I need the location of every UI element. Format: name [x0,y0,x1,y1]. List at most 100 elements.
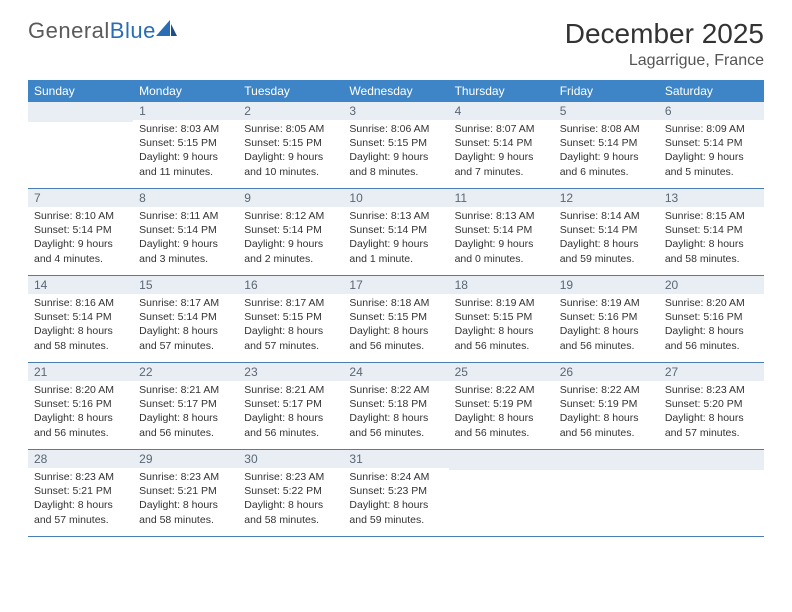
day-number: 30 [238,450,343,468]
calendar-day-cell: 19Sunrise: 8:19 AMSunset: 5:16 PMDayligh… [554,276,659,363]
calendar-day-cell: 18Sunrise: 8:19 AMSunset: 5:15 PMDayligh… [449,276,554,363]
day-details: Sunrise: 8:22 AMSunset: 5:18 PMDaylight:… [343,381,448,444]
calendar-day-cell: 5Sunrise: 8:08 AMSunset: 5:14 PMDaylight… [554,102,659,189]
calendar-day-cell: 29Sunrise: 8:23 AMSunset: 5:21 PMDayligh… [133,450,238,537]
weekday-header: Tuesday [238,80,343,102]
calendar-day-cell: 4Sunrise: 8:07 AMSunset: 5:14 PMDaylight… [449,102,554,189]
calendar-day-cell: 2Sunrise: 8:05 AMSunset: 5:15 PMDaylight… [238,102,343,189]
weekday-header: Wednesday [343,80,448,102]
logo-sail-icon [156,20,178,38]
logo-text-general: General [28,18,110,43]
calendar-day-cell: 11Sunrise: 8:13 AMSunset: 5:14 PMDayligh… [449,189,554,276]
calendar-day-cell: 6Sunrise: 8:09 AMSunset: 5:14 PMDaylight… [659,102,764,189]
title-block: December 2025 Lagarrigue, France [565,18,764,70]
day-details: Sunrise: 8:09 AMSunset: 5:14 PMDaylight:… [659,120,764,183]
day-details: Sunrise: 8:20 AMSunset: 5:16 PMDaylight:… [659,294,764,357]
calendar-day-cell: 10Sunrise: 8:13 AMSunset: 5:14 PMDayligh… [343,189,448,276]
day-details: Sunrise: 8:14 AMSunset: 5:14 PMDaylight:… [554,207,659,270]
calendar-day-cell: 17Sunrise: 8:18 AMSunset: 5:15 PMDayligh… [343,276,448,363]
calendar-day-cell: 3Sunrise: 8:06 AMSunset: 5:15 PMDaylight… [343,102,448,189]
day-details: Sunrise: 8:22 AMSunset: 5:19 PMDaylight:… [554,381,659,444]
month-title: December 2025 [565,18,764,50]
day-number: 19 [554,276,659,294]
calendar-day-cell: 16Sunrise: 8:17 AMSunset: 5:15 PMDayligh… [238,276,343,363]
calendar-day-cell: 7Sunrise: 8:10 AMSunset: 5:14 PMDaylight… [28,189,133,276]
day-details: Sunrise: 8:22 AMSunset: 5:19 PMDaylight:… [449,381,554,444]
day-details: Sunrise: 8:23 AMSunset: 5:21 PMDaylight:… [133,468,238,531]
day-number: 28 [28,450,133,468]
day-details: Sunrise: 8:13 AMSunset: 5:14 PMDaylight:… [449,207,554,270]
calendar-day-cell [554,450,659,537]
calendar-day-cell [449,450,554,537]
day-number: 25 [449,363,554,381]
day-number-empty [659,450,764,470]
calendar-day-cell: 24Sunrise: 8:22 AMSunset: 5:18 PMDayligh… [343,363,448,450]
weekday-header: Sunday [28,80,133,102]
calendar-day-cell: 23Sunrise: 8:21 AMSunset: 5:17 PMDayligh… [238,363,343,450]
day-details: Sunrise: 8:07 AMSunset: 5:14 PMDaylight:… [449,120,554,183]
calendar-week-row: 21Sunrise: 8:20 AMSunset: 5:16 PMDayligh… [28,363,764,450]
day-number-empty [28,102,133,122]
day-number: 12 [554,189,659,207]
calendar-day-cell: 25Sunrise: 8:22 AMSunset: 5:19 PMDayligh… [449,363,554,450]
calendar-day-cell: 1Sunrise: 8:03 AMSunset: 5:15 PMDaylight… [133,102,238,189]
day-number: 8 [133,189,238,207]
day-number: 6 [659,102,764,120]
calendar-day-cell: 22Sunrise: 8:21 AMSunset: 5:17 PMDayligh… [133,363,238,450]
day-details: Sunrise: 8:18 AMSunset: 5:15 PMDaylight:… [343,294,448,357]
day-details: Sunrise: 8:05 AMSunset: 5:15 PMDaylight:… [238,120,343,183]
day-number: 17 [343,276,448,294]
calendar-day-cell [659,450,764,537]
day-number: 16 [238,276,343,294]
calendar-day-cell: 31Sunrise: 8:24 AMSunset: 5:23 PMDayligh… [343,450,448,537]
calendar-day-cell: 9Sunrise: 8:12 AMSunset: 5:14 PMDaylight… [238,189,343,276]
day-details: Sunrise: 8:10 AMSunset: 5:14 PMDaylight:… [28,207,133,270]
day-details: Sunrise: 8:21 AMSunset: 5:17 PMDaylight:… [133,381,238,444]
weekday-header: Friday [554,80,659,102]
header: GeneralBlue December 2025 Lagarrigue, Fr… [28,18,764,70]
calendar-week-row: 28Sunrise: 8:23 AMSunset: 5:21 PMDayligh… [28,450,764,537]
calendar-day-cell: 28Sunrise: 8:23 AMSunset: 5:21 PMDayligh… [28,450,133,537]
day-details: Sunrise: 8:12 AMSunset: 5:14 PMDaylight:… [238,207,343,270]
day-number: 31 [343,450,448,468]
day-number: 2 [238,102,343,120]
calendar-day-cell: 13Sunrise: 8:15 AMSunset: 5:14 PMDayligh… [659,189,764,276]
day-number: 10 [343,189,448,207]
day-number: 24 [343,363,448,381]
day-number: 13 [659,189,764,207]
day-number: 18 [449,276,554,294]
day-number: 21 [28,363,133,381]
day-details: Sunrise: 8:24 AMSunset: 5:23 PMDaylight:… [343,468,448,531]
day-details: Sunrise: 8:16 AMSunset: 5:14 PMDaylight:… [28,294,133,357]
day-details: Sunrise: 8:23 AMSunset: 5:20 PMDaylight:… [659,381,764,444]
day-number-empty [449,450,554,470]
day-number: 22 [133,363,238,381]
day-details: Sunrise: 8:15 AMSunset: 5:14 PMDaylight:… [659,207,764,270]
day-number: 4 [449,102,554,120]
calendar-week-row: 1Sunrise: 8:03 AMSunset: 5:15 PMDaylight… [28,102,764,189]
day-details: Sunrise: 8:19 AMSunset: 5:16 PMDaylight:… [554,294,659,357]
day-number: 9 [238,189,343,207]
weekday-header-row: SundayMondayTuesdayWednesdayThursdayFrid… [28,80,764,102]
day-details: Sunrise: 8:06 AMSunset: 5:15 PMDaylight:… [343,120,448,183]
calendar-day-cell: 14Sunrise: 8:16 AMSunset: 5:14 PMDayligh… [28,276,133,363]
day-number: 1 [133,102,238,120]
calendar-body: 1Sunrise: 8:03 AMSunset: 5:15 PMDaylight… [28,102,764,537]
calendar-day-cell: 8Sunrise: 8:11 AMSunset: 5:14 PMDaylight… [133,189,238,276]
logo-text: GeneralBlue [28,18,156,44]
calendar-week-row: 14Sunrise: 8:16 AMSunset: 5:14 PMDayligh… [28,276,764,363]
weekday-header: Monday [133,80,238,102]
location-label: Lagarrigue, France [565,52,764,70]
calendar-day-cell: 26Sunrise: 8:22 AMSunset: 5:19 PMDayligh… [554,363,659,450]
calendar-day-cell: 30Sunrise: 8:23 AMSunset: 5:22 PMDayligh… [238,450,343,537]
day-details: Sunrise: 8:23 AMSunset: 5:21 PMDaylight:… [28,468,133,531]
logo-text-blue: Blue [110,18,156,43]
day-details: Sunrise: 8:20 AMSunset: 5:16 PMDaylight:… [28,381,133,444]
day-number: 15 [133,276,238,294]
calendar-week-row: 7Sunrise: 8:10 AMSunset: 5:14 PMDaylight… [28,189,764,276]
weekday-header: Saturday [659,80,764,102]
calendar-day-cell: 15Sunrise: 8:17 AMSunset: 5:14 PMDayligh… [133,276,238,363]
calendar-day-cell: 21Sunrise: 8:20 AMSunset: 5:16 PMDayligh… [28,363,133,450]
day-number: 26 [554,363,659,381]
day-details: Sunrise: 8:17 AMSunset: 5:14 PMDaylight:… [133,294,238,357]
